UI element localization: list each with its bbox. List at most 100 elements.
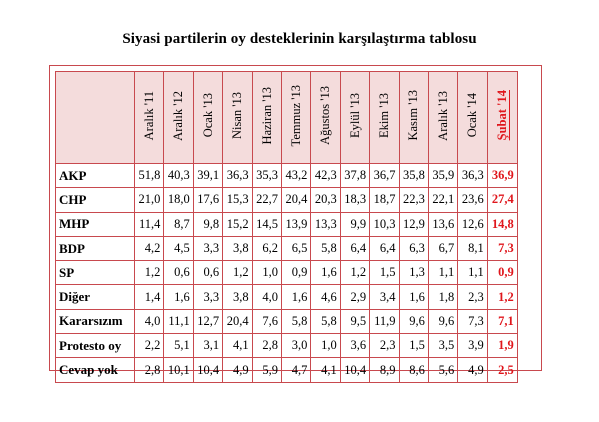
table-cell: 13,9 — [280, 211, 312, 237]
table-cell: 1,2 — [339, 260, 371, 286]
table-cell: 1,4 — [133, 284, 165, 310]
table-cell: 36,3 — [457, 162, 488, 189]
column-header-label: Haziran '13 — [259, 86, 274, 145]
table-cell: 0,6 — [192, 260, 224, 286]
table-cell: 1,2 — [486, 284, 518, 310]
column-header-label: Şubat '14 — [494, 90, 509, 141]
table-cell: 9,6 — [427, 308, 459, 335]
table-cell: 6,4 — [339, 235, 371, 262]
table-cell: 5,6 — [427, 357, 459, 383]
table-frame: Aralık '11 Aralık '12 Ocak '13 Nisan '13 Haz… — [49, 65, 542, 383]
column-header: Şubat '14 — [486, 71, 518, 164]
table-cell: 4,9 — [457, 357, 488, 383]
table-cell: 5,8 — [280, 308, 312, 335]
table-cell: 20,3 — [310, 187, 341, 213]
column-header-label: Aralık '13 — [435, 90, 450, 141]
table-row: AKP 51,8 40,3 39,1 36,3 35,3 43,2 42,3 37,8 36,7 3… — [55, 162, 518, 189]
table-cell: 2,2 — [133, 333, 165, 359]
party-name: Protesto oy — [55, 333, 135, 359]
table-cell: 0,9 — [486, 260, 518, 286]
table-cell: 3,3 — [192, 284, 224, 310]
table-cell: 15,2 — [222, 211, 253, 237]
table-cell: 1,1 — [427, 260, 459, 286]
table-cell: 18,3 — [339, 187, 371, 213]
table-row: BDP 4,2 4,5 3,3 3,8 6,2 6,5 5,8 6,4 6,4 6,3 6,7 8,1 7… — [55, 235, 518, 262]
column-header-label: Aralık '11 — [141, 90, 156, 141]
table-row: Kararsızım 4,0 11,1 12,7 20,4 7,6 5,8 5,8 9,5 11,… — [55, 308, 518, 335]
comparison-table: Aralık '11 Aralık '12 Ocak '13 Nisan '13 Haz… — [55, 71, 518, 383]
table-row: MHP 11,4 8,7 9,8 15,2 14,5 13,9 13,3 9,9 10,3 12,9… — [55, 211, 518, 237]
column-header: Haziran '13 — [251, 71, 282, 164]
table-cell: 39,1 — [192, 162, 224, 189]
table-cell: 14,5 — [251, 211, 282, 237]
table-cell: 6,3 — [398, 235, 429, 262]
party-name: Kararsızım — [55, 308, 135, 335]
table-cell: 3,6 — [339, 333, 371, 359]
table-cell: 11,4 — [133, 211, 165, 237]
table-cell: 18,0 — [163, 187, 194, 213]
table-cell: 1,6 — [280, 284, 312, 310]
column-header-label: Eylül '13 — [347, 93, 362, 138]
table-cell: 1,5 — [369, 260, 400, 286]
table-cell: 17,6 — [192, 187, 224, 213]
party-name: Diğer — [55, 284, 135, 310]
table-cell: 10,3 — [369, 211, 400, 237]
table-cell: 11,9 — [369, 308, 400, 335]
column-header: Kasım '13 — [398, 71, 429, 164]
column-header: Temmuz '13 — [280, 71, 312, 164]
table-cell: 40,3 — [163, 162, 194, 189]
table-cell: 8,6 — [398, 357, 429, 383]
table-cell: 5,8 — [310, 235, 341, 262]
table-cell: 3,3 — [192, 235, 224, 262]
column-header-label: Ekim '13 — [377, 93, 392, 138]
table-cell: 22,1 — [427, 187, 459, 213]
table-cell: 7,3 — [457, 308, 488, 335]
table-cell: 1,6 — [310, 260, 341, 286]
table-cell: 1,8 — [427, 284, 459, 310]
table-cell: 1,9 — [486, 333, 518, 359]
column-header: Ekim '13 — [369, 71, 400, 164]
table-cell: 2,8 — [251, 333, 282, 359]
table-cell: 37,8 — [339, 162, 371, 189]
party-name: CHP — [55, 187, 135, 213]
column-header-label: Temmuz '13 — [288, 84, 303, 147]
table-row: CHP 21,0 18,0 17,6 15,3 22,7 20,4 20,3 18,3 18,7 2… — [55, 187, 518, 213]
table-cell: 13,6 — [427, 211, 459, 237]
table-cell: 36,3 — [222, 162, 253, 189]
table-cell: 1,0 — [310, 333, 341, 359]
table-cell: 4,2 — [133, 235, 165, 262]
table-row: SP 1,2 0,6 0,6 1,2 1,0 0,9 1,6 1,2 1,5 1,3 1,1 1,1 0,… — [55, 260, 518, 286]
column-header: Ocak '14 — [457, 71, 488, 164]
table-cell: 2,3 — [457, 284, 488, 310]
table-cell: 2,9 — [339, 284, 371, 310]
table-cell: 1,2 — [133, 260, 165, 286]
table-cell: 12,7 — [192, 308, 224, 335]
table-row: Protesto oy 2,2 5,1 3,1 4,1 2,8 3,0 1,0 3,6 2,3 1,… — [55, 333, 518, 359]
header-corner — [55, 71, 135, 164]
table-cell: 1,6 — [163, 284, 194, 310]
table-cell: 20,4 — [280, 187, 312, 213]
table-cell: 5,9 — [251, 357, 282, 383]
table-cell: 1,0 — [251, 260, 282, 286]
table-cell: 2,5 — [486, 357, 518, 383]
table-cell: 6,2 — [251, 235, 282, 262]
header-row: Aralık '11 Aralık '12 Ocak '13 Nisan '13 Haz… — [55, 71, 518, 164]
table-cell: 36,9 — [486, 162, 518, 189]
table-cell: 3,8 — [222, 235, 253, 262]
table-row: Diğer 1,4 1,6 3,3 3,8 4,0 1,6 4,6 2,9 3,4 1,6 1,8 2,… — [55, 284, 518, 310]
party-name: BDP — [55, 235, 135, 262]
column-header: Ocak '13 — [192, 71, 224, 164]
table-cell: 13,3 — [310, 211, 341, 237]
table-cell: 3,8 — [222, 284, 253, 310]
table-cell: 0,9 — [280, 260, 312, 286]
table-cell: 4,0 — [133, 308, 165, 335]
table-cell: 7,6 — [251, 308, 282, 335]
column-header-label: Ağustos '13 — [318, 86, 333, 145]
table-cell: 35,3 — [251, 162, 282, 189]
table-cell: 4,9 — [222, 357, 253, 383]
table-cell: 9,9 — [339, 211, 371, 237]
table-cell: 15,3 — [222, 187, 253, 213]
table-cell: 10,4 — [192, 357, 224, 383]
table-cell: 10,1 — [163, 357, 194, 383]
table-cell: 12,9 — [398, 211, 429, 237]
